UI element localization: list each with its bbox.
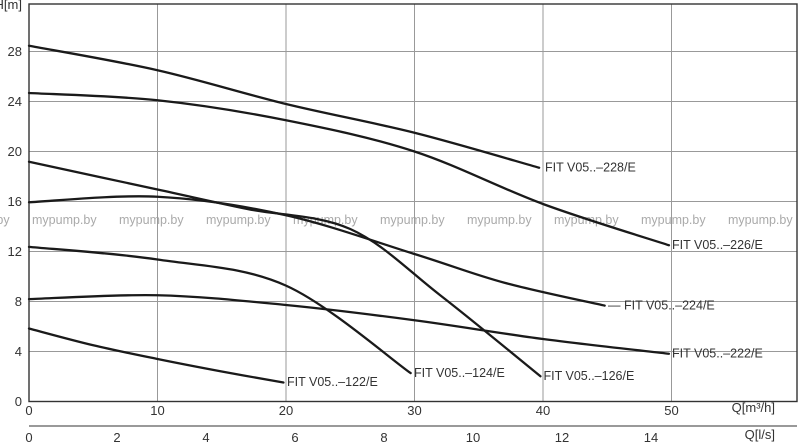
svg-text:30: 30 [407,403,421,418]
svg-text:24: 24 [8,94,22,109]
svg-text:FIT V05..–226/E: FIT V05..–226/E [672,238,763,252]
svg-text:28: 28 [8,44,22,59]
svg-text:FIT V05..–126/E: FIT V05..–126/E [544,369,635,383]
svg-text:Q[l/s]: Q[l/s] [745,427,775,442]
svg-text:10: 10 [150,403,164,418]
svg-text:0: 0 [25,430,32,445]
svg-text:FIT V05..–124/E: FIT V05..–124/E [414,366,505,380]
svg-text:mypump.by: mypump.by [206,213,271,227]
svg-text:mypump.by: mypump.by [0,213,10,227]
svg-text:4: 4 [15,344,22,359]
svg-text:2: 2 [113,430,120,445]
svg-text:14: 14 [644,430,658,445]
svg-text:FIT V05..–122/E: FIT V05..–122/E [287,375,378,389]
svg-text:mypump.by: mypump.by [467,213,532,227]
svg-text:FIT V05..–228/E: FIT V05..–228/E [545,161,636,175]
svg-text:40: 40 [536,403,550,418]
svg-text:— FIT V05..–224/E: — FIT V05..–224/E [608,299,715,313]
svg-text:16: 16 [8,194,22,209]
svg-text:mypump.by: mypump.by [32,213,97,227]
svg-text:12: 12 [8,244,22,259]
svg-text:12: 12 [555,430,569,445]
svg-text:mypump.by: mypump.by [119,213,184,227]
svg-text:mypump.by: mypump.by [728,213,793,227]
svg-text:Q[m³/h]: Q[m³/h] [732,400,775,415]
svg-text:FIT V05..–222/E: FIT V05..–222/E [672,347,763,361]
svg-text:mypump.by: mypump.by [380,213,445,227]
svg-text:8: 8 [380,430,387,445]
svg-text:6: 6 [291,430,298,445]
svg-text:H[m]: H[m] [0,0,22,12]
svg-text:mypump.by: mypump.by [641,213,706,227]
svg-text:10: 10 [466,430,480,445]
svg-text:4: 4 [202,430,209,445]
svg-text:20: 20 [8,144,22,159]
svg-text:20: 20 [279,403,293,418]
svg-text:0: 0 [15,394,22,409]
svg-text:0: 0 [25,403,32,418]
svg-text:8: 8 [15,294,22,309]
svg-text:50: 50 [664,403,678,418]
